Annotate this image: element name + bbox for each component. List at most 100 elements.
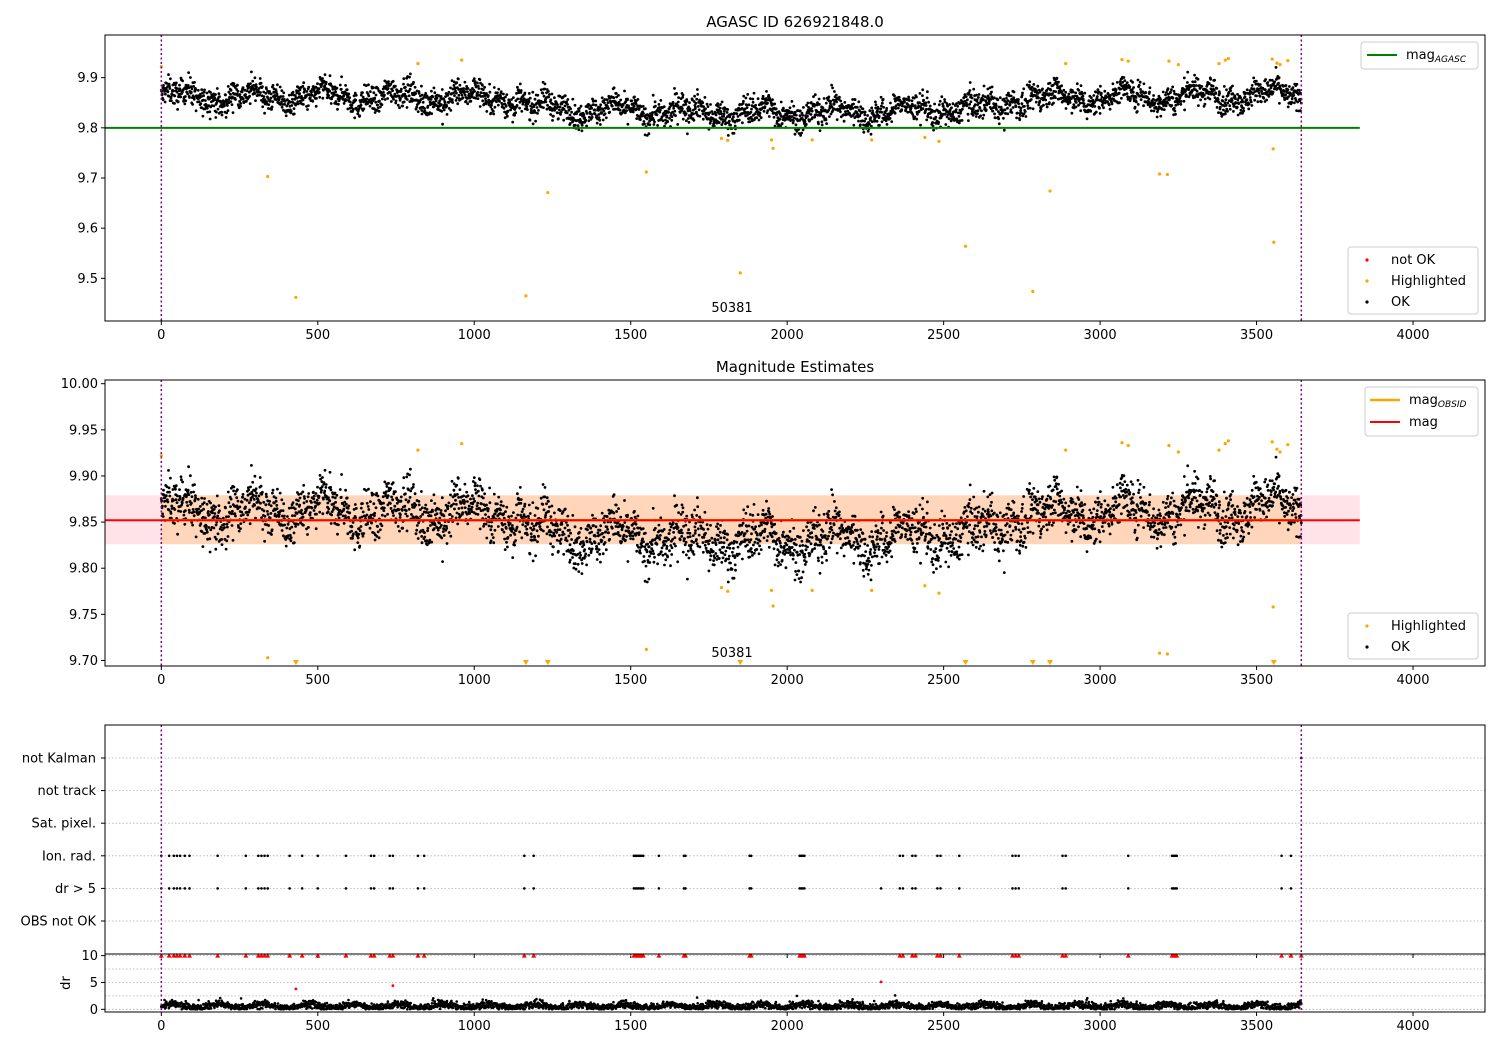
ok-point bbox=[1297, 88, 1301, 92]
ok-point bbox=[402, 476, 406, 480]
ok-point bbox=[301, 512, 304, 516]
ok-point bbox=[167, 486, 171, 490]
highlighted-point bbox=[1271, 147, 1275, 151]
ok-point bbox=[472, 497, 475, 501]
ok-point bbox=[551, 119, 554, 122]
ok-point bbox=[508, 102, 512, 105]
ok-point bbox=[497, 495, 501, 499]
ok-point bbox=[399, 97, 402, 101]
ok-point bbox=[344, 502, 348, 506]
ok-point bbox=[735, 112, 739, 116]
ok-point bbox=[283, 102, 286, 106]
ok-point bbox=[346, 107, 350, 111]
ok-point bbox=[677, 96, 680, 99]
ok-point bbox=[917, 109, 921, 113]
ok-point bbox=[437, 94, 441, 98]
ok-point bbox=[342, 507, 346, 511]
ok-point bbox=[389, 91, 392, 94]
ok-point bbox=[1228, 104, 1232, 108]
ok-point bbox=[402, 77, 406, 80]
ok-point bbox=[345, 496, 349, 500]
ok-point bbox=[855, 105, 859, 109]
ok-point bbox=[448, 513, 452, 516]
ok-point bbox=[426, 511, 430, 514]
ok-point bbox=[396, 525, 400, 528]
ok-point bbox=[359, 100, 363, 104]
ok-point bbox=[251, 493, 255, 497]
ok-point bbox=[1094, 90, 1098, 94]
ok-point bbox=[413, 85, 417, 89]
ok-point bbox=[718, 106, 722, 110]
ok-point bbox=[234, 514, 237, 518]
ok-point bbox=[640, 114, 644, 118]
ok-point bbox=[168, 494, 172, 498]
ok-point bbox=[528, 512, 532, 515]
ok-point bbox=[454, 89, 457, 93]
ok-point bbox=[792, 104, 796, 108]
ok-point bbox=[527, 92, 531, 95]
ok-point bbox=[375, 491, 378, 495]
ok-point bbox=[1117, 91, 1121, 95]
ok-point bbox=[1138, 80, 1142, 84]
ok-point bbox=[1002, 116, 1005, 120]
ok-point bbox=[430, 112, 434, 115]
ok-point bbox=[990, 85, 994, 89]
ok-point bbox=[370, 521, 373, 525]
ok-point bbox=[456, 477, 460, 480]
ok-point bbox=[320, 79, 324, 83]
ok-point bbox=[261, 105, 265, 109]
ok-point bbox=[925, 107, 928, 111]
ok-point bbox=[445, 526, 449, 530]
ok-point bbox=[625, 109, 628, 112]
ok-point bbox=[382, 91, 385, 94]
ok-point bbox=[1098, 106, 1101, 110]
ok-point bbox=[579, 104, 583, 108]
ok-point bbox=[570, 110, 573, 114]
ok-point bbox=[928, 104, 932, 108]
ok-point bbox=[338, 83, 342, 87]
ok-point bbox=[446, 504, 450, 508]
ok-point bbox=[241, 495, 245, 499]
ok-point bbox=[213, 515, 216, 518]
ok-point bbox=[391, 511, 395, 514]
ok-point bbox=[851, 106, 855, 110]
ok-point bbox=[635, 117, 639, 120]
ok-point bbox=[474, 488, 477, 491]
ok-point bbox=[364, 84, 368, 87]
ok-point bbox=[503, 548, 507, 551]
ok-point bbox=[993, 116, 997, 120]
ok-point bbox=[802, 106, 805, 109]
ok-point bbox=[1230, 99, 1234, 102]
ok-point bbox=[790, 115, 794, 118]
ok-point bbox=[515, 525, 519, 529]
ok-point bbox=[239, 522, 243, 525]
ok-point bbox=[742, 99, 745, 103]
ok-point bbox=[455, 81, 459, 84]
ok-point bbox=[1164, 104, 1168, 108]
ok-point bbox=[673, 87, 676, 90]
ok-point bbox=[545, 502, 548, 506]
ok-point bbox=[170, 504, 174, 508]
ok-point bbox=[226, 535, 230, 538]
ok-point bbox=[169, 476, 172, 480]
ok-point bbox=[614, 92, 618, 95]
ok-point bbox=[458, 83, 462, 87]
ok-point bbox=[1019, 106, 1023, 110]
ok-point bbox=[376, 87, 380, 90]
ok-point bbox=[314, 504, 317, 508]
ok-point bbox=[322, 88, 325, 92]
ok-point bbox=[1290, 101, 1294, 104]
ok-point bbox=[530, 535, 533, 539]
ok-point bbox=[547, 500, 550, 503]
ok-point bbox=[797, 132, 801, 135]
ok-point bbox=[1108, 107, 1112, 111]
ok-point bbox=[174, 81, 178, 85]
ok-point bbox=[213, 96, 217, 100]
ok-point bbox=[1226, 101, 1230, 105]
ok-point bbox=[552, 545, 555, 549]
highlighted-point bbox=[1031, 289, 1035, 293]
ok-point bbox=[1012, 90, 1016, 94]
ok-point bbox=[1094, 110, 1098, 114]
ok-point bbox=[1133, 105, 1137, 109]
ok-point bbox=[716, 105, 720, 108]
